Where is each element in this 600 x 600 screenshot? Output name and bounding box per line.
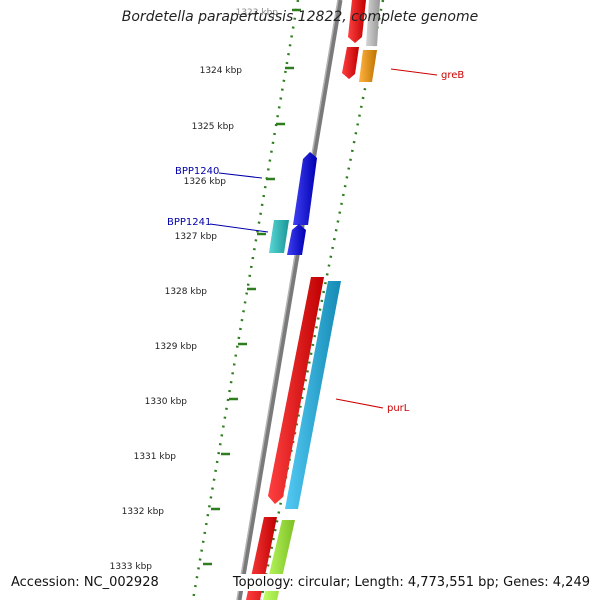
tick-label: 1333 kbp (110, 562, 153, 572)
tick-label: 1324 kbp (200, 66, 243, 76)
tick-label: 1323 kbp (236, 8, 279, 18)
tick-label: 1325 kbp (192, 122, 235, 132)
gene-leader-line (218, 172, 263, 179)
tick-label: 1328 kbp (165, 287, 208, 297)
label-layer: 1323 kbp 1324 kbp 1325 kbp 1326 kbp 1327 kbp… (110, 8, 465, 572)
backbone-line (236, 0, 343, 600)
map-title: Bordetella parapertussis 12822, complete… (121, 9, 479, 25)
accession-text: Accession: NC_002928 (9, 574, 161, 591)
tick-label: 1326 kbp (184, 177, 227, 187)
feature-layer (246, 0, 380, 600)
left-ruler-dots (191, 0, 300, 600)
gene-label-bpp1241: BPP1241 (167, 217, 211, 228)
tick-label: 1329 kbp (155, 342, 198, 352)
gene-leader-line (335, 398, 384, 409)
gene-label-purl: purL (387, 403, 410, 414)
backbone-highlight (236, 0, 339, 600)
gene-label-bpp1240: BPP1240 (175, 166, 219, 177)
gene-leader-line (390, 68, 438, 76)
backbone-layer (236, 0, 343, 600)
genome-summary: Topology: circular; Length: 4,773,551 bp… (230, 574, 592, 591)
right-ruler-dots (259, 0, 385, 600)
tick-label: 1330 kbp (145, 397, 188, 407)
tick-label: 1332 kbp (122, 507, 165, 517)
ruler-layer (191, 0, 385, 600)
gene-leader-line (209, 223, 269, 233)
tick-label: 1331 kbp (134, 452, 177, 462)
tick-label: 1327 kbp (175, 232, 218, 242)
gene-label-greb: greB (441, 70, 464, 81)
